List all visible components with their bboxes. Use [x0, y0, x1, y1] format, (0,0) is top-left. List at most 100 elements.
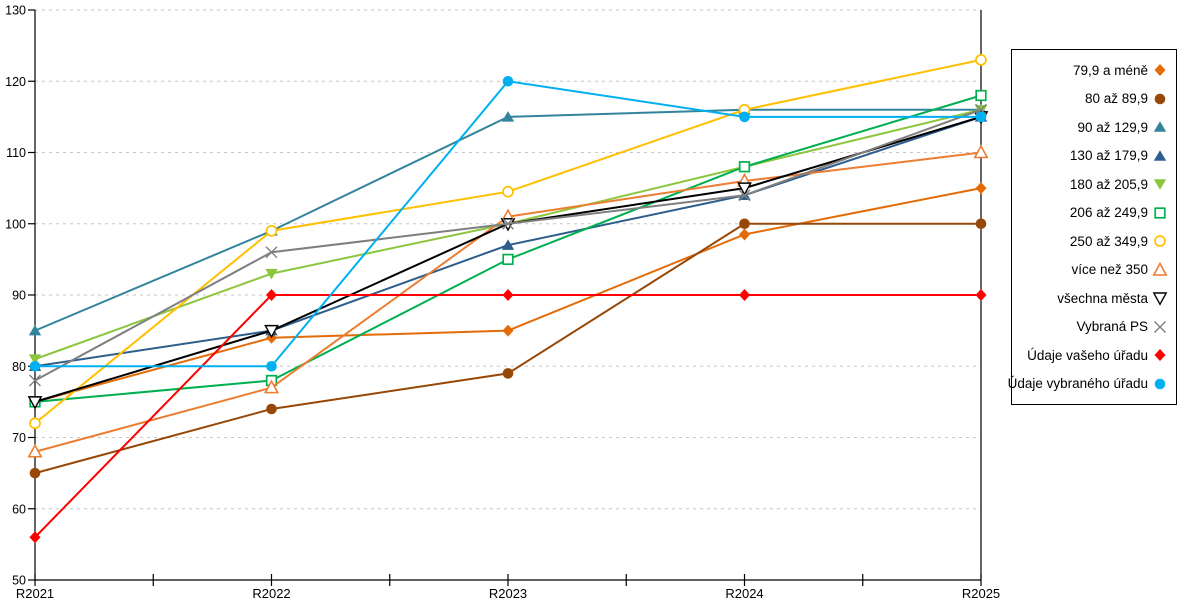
legend-item-label: 206 až 249,9 [1069, 205, 1148, 221]
diamond-marker-icon [502, 289, 514, 301]
circle-open-marker-icon [265, 225, 278, 237]
legend-item-label: 180 až 205,9 [1069, 176, 1148, 192]
legend-item: 250 až 349,9 [1016, 229, 1168, 253]
y-tick-label: 90 [12, 289, 26, 303]
triangle-up-marker-icon [28, 324, 42, 336]
y-tick-label: 60 [12, 502, 26, 516]
diamond-icon [1154, 64, 1166, 77]
circle-marker-icon [266, 403, 277, 415]
circle-open-marker-icon [502, 185, 514, 198]
legend-item-label: všechna města [1057, 290, 1148, 306]
triangle-up-marker-icon [1153, 149, 1167, 161]
triangle-up-open-marker-icon [973, 144, 989, 159]
circle-marker-icon [29, 467, 41, 479]
square-open-marker-icon [975, 89, 987, 102]
y-tick-label: 70 [12, 431, 26, 445]
square-open-marker-icon [738, 161, 751, 173]
square-open-marker-icon [502, 253, 514, 266]
circle-open-marker-icon [1154, 235, 1166, 248]
legend: 79,9 a méně 80 až 89,9 90 až 129,9 130 až 1… [1007, 49, 1177, 405]
x-marker-icon [502, 217, 514, 230]
series-11 [29, 75, 987, 372]
x-tick-label: R2022 [252, 586, 290, 600]
legend-item: 90 až 129,9 [1016, 115, 1168, 139]
square-open-marker-icon [1154, 207, 1166, 219]
triangle-up-marker-icon [1153, 121, 1167, 133]
circle-marker-icon [739, 218, 750, 230]
series-9 [29, 103, 987, 387]
diamond-marker-icon [1154, 349, 1166, 362]
triangle-down-icon [1153, 179, 1167, 191]
diamond-marker-icon [975, 182, 987, 195]
square-open-icon [1154, 207, 1166, 219]
legend-item-label: 80 až 89,9 [1084, 91, 1148, 107]
diamond-marker-icon [975, 289, 987, 301]
y-tick-label: 80 [12, 360, 26, 374]
triangle-down-open-marker-icon [27, 396, 43, 410]
x-icon [1154, 320, 1166, 333]
triangle-up-open-icon [1152, 261, 1168, 276]
y-tick-label: 50 [12, 574, 26, 588]
legend-item: Vybraná PS [1016, 315, 1168, 339]
circle-open-marker-icon [29, 417, 41, 430]
legend-item-label: 79,9 a méně [1072, 62, 1148, 78]
y-tick-label: 100 [5, 217, 26, 231]
diamond-icon [1154, 349, 1166, 362]
y-tick-label: 130 [5, 4, 26, 18]
circle-marker-icon [266, 360, 277, 372]
legend-item: všechna města [1016, 286, 1168, 310]
y-tick-label: 120 [5, 75, 26, 89]
triangle-up-open-marker-icon [27, 443, 43, 458]
x-tick-label: R2023 [489, 586, 527, 600]
circle-marker-icon [975, 218, 987, 230]
triangle-down-open-icon [1152, 292, 1168, 307]
triangle-up-icon [1153, 149, 1167, 161]
circle-marker-icon [975, 111, 987, 123]
legend-item-label: 90 až 129,9 [1077, 119, 1148, 135]
legend-item-label: 130 až 179,9 [1069, 148, 1148, 164]
x-marker-icon [1154, 320, 1166, 333]
triangle-up-icon [1153, 121, 1167, 133]
diamond-marker-icon [502, 324, 514, 337]
x-tick-label: R2021 [16, 586, 54, 600]
circle-marker-icon [29, 360, 41, 372]
diamond-marker-icon [266, 289, 277, 301]
circle-marker-icon [1154, 378, 1166, 390]
circle-marker-icon [502, 368, 514, 379]
triangle-up-open-marker-icon [263, 379, 280, 394]
triangle-down-marker-icon [265, 268, 278, 280]
legend-item-label: Údaje vybraného úřadu [1007, 376, 1148, 392]
legend-item-label: 250 až 349,9 [1069, 233, 1148, 249]
series-line [34, 108, 982, 361]
series-1 [29, 218, 987, 479]
triangle-down-open-marker-icon [1152, 292, 1168, 307]
legend-item: 206 až 249,9 [1016, 201, 1168, 225]
legend-item: 130 až 179,9 [1016, 144, 1168, 168]
triangle-up-open-marker-icon [1152, 261, 1168, 276]
circle-marker-icon [739, 111, 750, 123]
x-marker-icon [738, 189, 751, 202]
diamond-marker-icon [29, 531, 41, 544]
circle-marker-icon [502, 75, 514, 87]
triangle-down-open-marker-icon [737, 182, 752, 196]
x-tick-label: R2024 [725, 586, 763, 600]
y-tick-label: 110 [6, 146, 26, 160]
circle-marker-icon [1154, 93, 1166, 105]
diamond-marker-icon [739, 228, 750, 241]
legend-item-label: Údaje vašeho úřadu [1027, 347, 1148, 363]
legend-item: více než 350 [1016, 258, 1168, 282]
circle-open-marker-icon [975, 54, 987, 66]
triangle-up-marker-icon [501, 239, 515, 250]
diamond-marker-icon [1154, 64, 1166, 77]
legend-item-label: více než 350 [1071, 262, 1148, 278]
circle-open-icon [1154, 235, 1166, 248]
legend-item: Údaje vašeho úřadu [1016, 343, 1168, 367]
x-marker-icon [29, 374, 41, 387]
legend-item: 180 až 205,9 [1016, 172, 1168, 196]
legend-item-label: Vybraná PS [1076, 319, 1148, 335]
circle-icon [1154, 378, 1166, 390]
legend-item: 79,9 a méně [1016, 58, 1168, 82]
triangle-down-marker-icon [28, 354, 42, 365]
